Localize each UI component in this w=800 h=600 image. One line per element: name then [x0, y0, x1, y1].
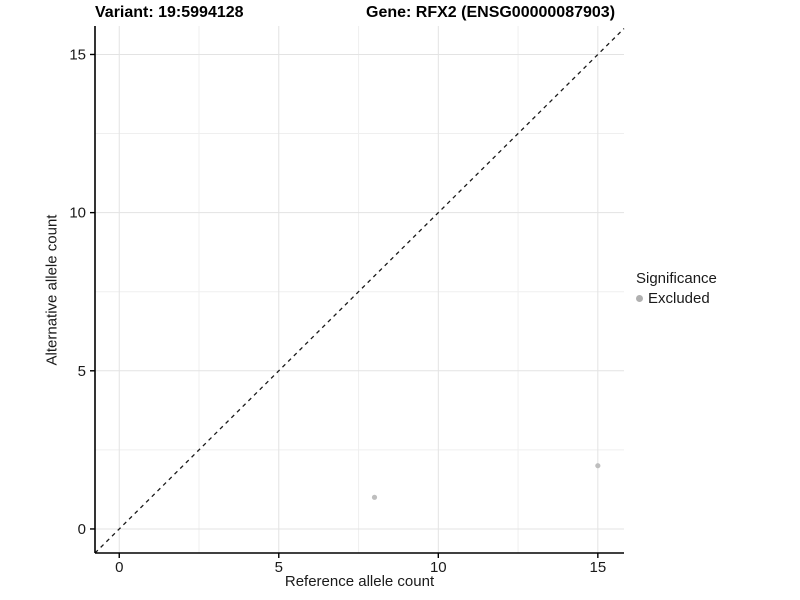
- data-point: [371, 494, 378, 500]
- gene-title: Gene: RFX2 (ENSG00000087903): [366, 4, 616, 21]
- x-tick-label: 15: [589, 559, 606, 576]
- x-axis-title: Reference allele count: [284, 573, 435, 590]
- legend-item-label: Excluded: [648, 290, 710, 307]
- x-tick-label: 0: [115, 559, 123, 576]
- legend-point-icon: [636, 295, 643, 302]
- y-tick-label: 15: [69, 46, 86, 63]
- data-point: [595, 463, 601, 469]
- legend-title: Significance: [636, 270, 717, 287]
- y-tick-label: 5: [78, 363, 86, 380]
- x-tick-label: 10: [430, 559, 447, 576]
- legend: Significance Excluded: [636, 270, 717, 307]
- y-tick-label: 0: [78, 521, 86, 538]
- x-tick-label: 5: [275, 559, 283, 576]
- legend-item-excluded: Excluded: [636, 290, 717, 307]
- identity-line: [94, 28, 625, 554]
- y-axis-title: Alternative allele count: [43, 214, 61, 366]
- variant-title: Variant: 19:5994128: [95, 4, 244, 21]
- y-tick-label: 10: [69, 205, 86, 222]
